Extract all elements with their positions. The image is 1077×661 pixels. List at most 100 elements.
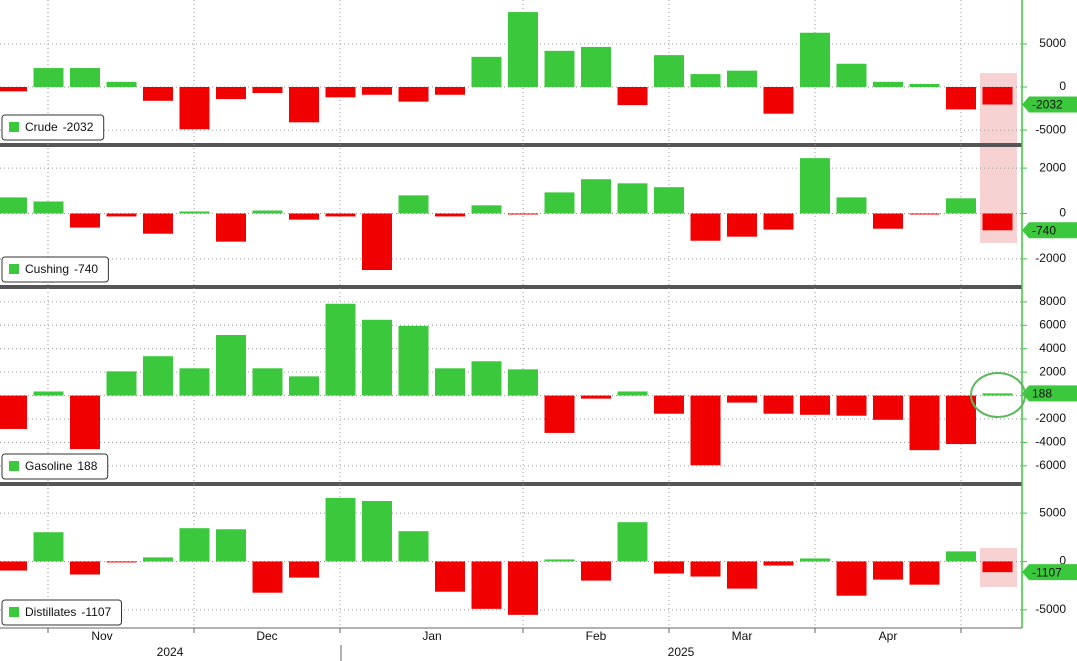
bar bbox=[581, 46, 611, 88]
bar bbox=[654, 187, 684, 214]
legend-name: Distillates bbox=[25, 605, 76, 619]
tag-label: -1107 bbox=[1032, 565, 1062, 579]
bar bbox=[33, 68, 64, 88]
bar bbox=[398, 325, 429, 396]
legend-swatch bbox=[9, 607, 19, 617]
legend-label: Crude -2032 bbox=[25, 120, 94, 134]
y-tick-label: 0 bbox=[1059, 554, 1066, 568]
bar bbox=[216, 87, 246, 100]
bar bbox=[325, 303, 356, 396]
bar bbox=[143, 87, 173, 101]
bar bbox=[873, 395, 903, 420]
bar bbox=[909, 395, 940, 451]
x-tick-label: Jan bbox=[422, 629, 441, 643]
bar bbox=[33, 201, 64, 214]
bar bbox=[544, 192, 575, 214]
tag-shape bbox=[1022, 385, 1077, 402]
bar bbox=[289, 376, 319, 396]
bar bbox=[690, 74, 721, 88]
bar bbox=[946, 198, 976, 214]
y-tick-label: -5000 bbox=[1035, 122, 1066, 136]
x-tick-label: Mar bbox=[732, 629, 753, 643]
tag-shape bbox=[1022, 564, 1077, 581]
bar bbox=[909, 83, 940, 88]
bar bbox=[727, 561, 757, 589]
bar bbox=[435, 561, 465, 592]
bar bbox=[763, 213, 794, 230]
tag-shape bbox=[1022, 222, 1077, 239]
legend: Gasoline 188 bbox=[1, 453, 109, 480]
bar bbox=[836, 197, 867, 214]
highlights bbox=[980, 73, 1017, 587]
separators bbox=[0, 0, 1023, 661]
bar bbox=[836, 395, 867, 416]
bar bbox=[0, 395, 27, 429]
bar bbox=[800, 395, 830, 415]
bar bbox=[617, 87, 648, 106]
legend-label: Cushing -740 bbox=[25, 262, 98, 276]
y-tick-label: 4000 bbox=[1039, 341, 1066, 355]
y-tick-label: 5000 bbox=[1039, 505, 1066, 519]
tag-label: -2032 bbox=[1032, 98, 1063, 112]
bar bbox=[508, 12, 538, 88]
y-tick-label: -5000 bbox=[1035, 602, 1066, 616]
bar bbox=[617, 522, 648, 562]
bar bbox=[727, 395, 757, 403]
legend-value: 188 bbox=[77, 459, 97, 473]
bar bbox=[398, 531, 429, 562]
bar bbox=[727, 70, 757, 88]
bar bbox=[654, 55, 684, 88]
bar bbox=[690, 395, 721, 466]
bar bbox=[106, 561, 137, 563]
legend-swatch bbox=[9, 264, 19, 274]
bar bbox=[617, 391, 648, 396]
x-year-label: 2024 bbox=[157, 645, 184, 659]
legend-value: -1107 bbox=[81, 605, 111, 619]
legend: Crude -2032 bbox=[1, 114, 105, 141]
bar bbox=[398, 87, 429, 102]
bar bbox=[325, 213, 356, 217]
bar bbox=[508, 561, 538, 615]
bar bbox=[435, 368, 465, 396]
bar bbox=[435, 213, 465, 217]
bar bbox=[763, 561, 794, 566]
bar bbox=[581, 179, 611, 214]
last-value-tag: 188 bbox=[1022, 385, 1077, 402]
bar bbox=[325, 87, 356, 98]
bar bbox=[216, 529, 246, 562]
last-value-tag: -740 bbox=[1022, 222, 1077, 239]
bar bbox=[216, 335, 246, 396]
legend-swatch bbox=[9, 122, 19, 132]
legend-box bbox=[1, 256, 109, 283]
y-tick-label: 8000 bbox=[1039, 294, 1066, 308]
bar bbox=[836, 561, 867, 596]
bar bbox=[508, 213, 538, 215]
x-tick-label: Dec bbox=[256, 629, 277, 643]
y-tick-label: 2000 bbox=[1039, 364, 1066, 378]
bar bbox=[398, 195, 429, 214]
tag-shape bbox=[1022, 96, 1077, 113]
tag-label: -740 bbox=[1032, 223, 1056, 237]
last-value-tag: -1107 bbox=[1022, 564, 1077, 581]
bar bbox=[946, 395, 976, 445]
bar bbox=[581, 395, 611, 399]
bar bbox=[106, 213, 137, 217]
bar bbox=[982, 561, 1013, 573]
y-tick-label: 0 bbox=[1059, 206, 1066, 220]
bar bbox=[289, 87, 319, 123]
bar bbox=[362, 500, 392, 562]
bar bbox=[946, 551, 976, 562]
bar bbox=[106, 371, 137, 396]
bar bbox=[252, 368, 283, 396]
bar bbox=[252, 87, 283, 94]
bar bbox=[763, 395, 794, 414]
y-tick-label: 6000 bbox=[1039, 317, 1066, 331]
bar bbox=[216, 213, 246, 242]
panel-separator bbox=[0, 285, 1022, 289]
bar bbox=[179, 368, 210, 396]
bar bbox=[982, 393, 1013, 396]
x-tick-label: Nov bbox=[91, 629, 112, 643]
legend: Cushing -740 bbox=[1, 256, 109, 283]
legend-value: -2032 bbox=[63, 120, 94, 134]
bar bbox=[690, 213, 721, 241]
